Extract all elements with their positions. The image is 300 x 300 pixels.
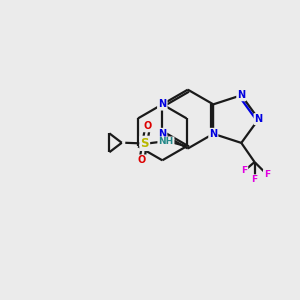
Text: F: F xyxy=(251,175,258,184)
Text: NH: NH xyxy=(158,137,173,146)
Text: F: F xyxy=(241,167,247,176)
Text: N: N xyxy=(255,114,263,124)
Text: N: N xyxy=(158,99,166,110)
Text: O: O xyxy=(143,121,152,131)
Text: N: N xyxy=(237,90,245,100)
Text: F: F xyxy=(264,170,270,179)
Text: N: N xyxy=(158,99,166,110)
Text: N: N xyxy=(158,129,166,139)
Text: N: N xyxy=(209,129,218,139)
Text: S: S xyxy=(140,137,149,150)
Text: O: O xyxy=(138,155,146,166)
